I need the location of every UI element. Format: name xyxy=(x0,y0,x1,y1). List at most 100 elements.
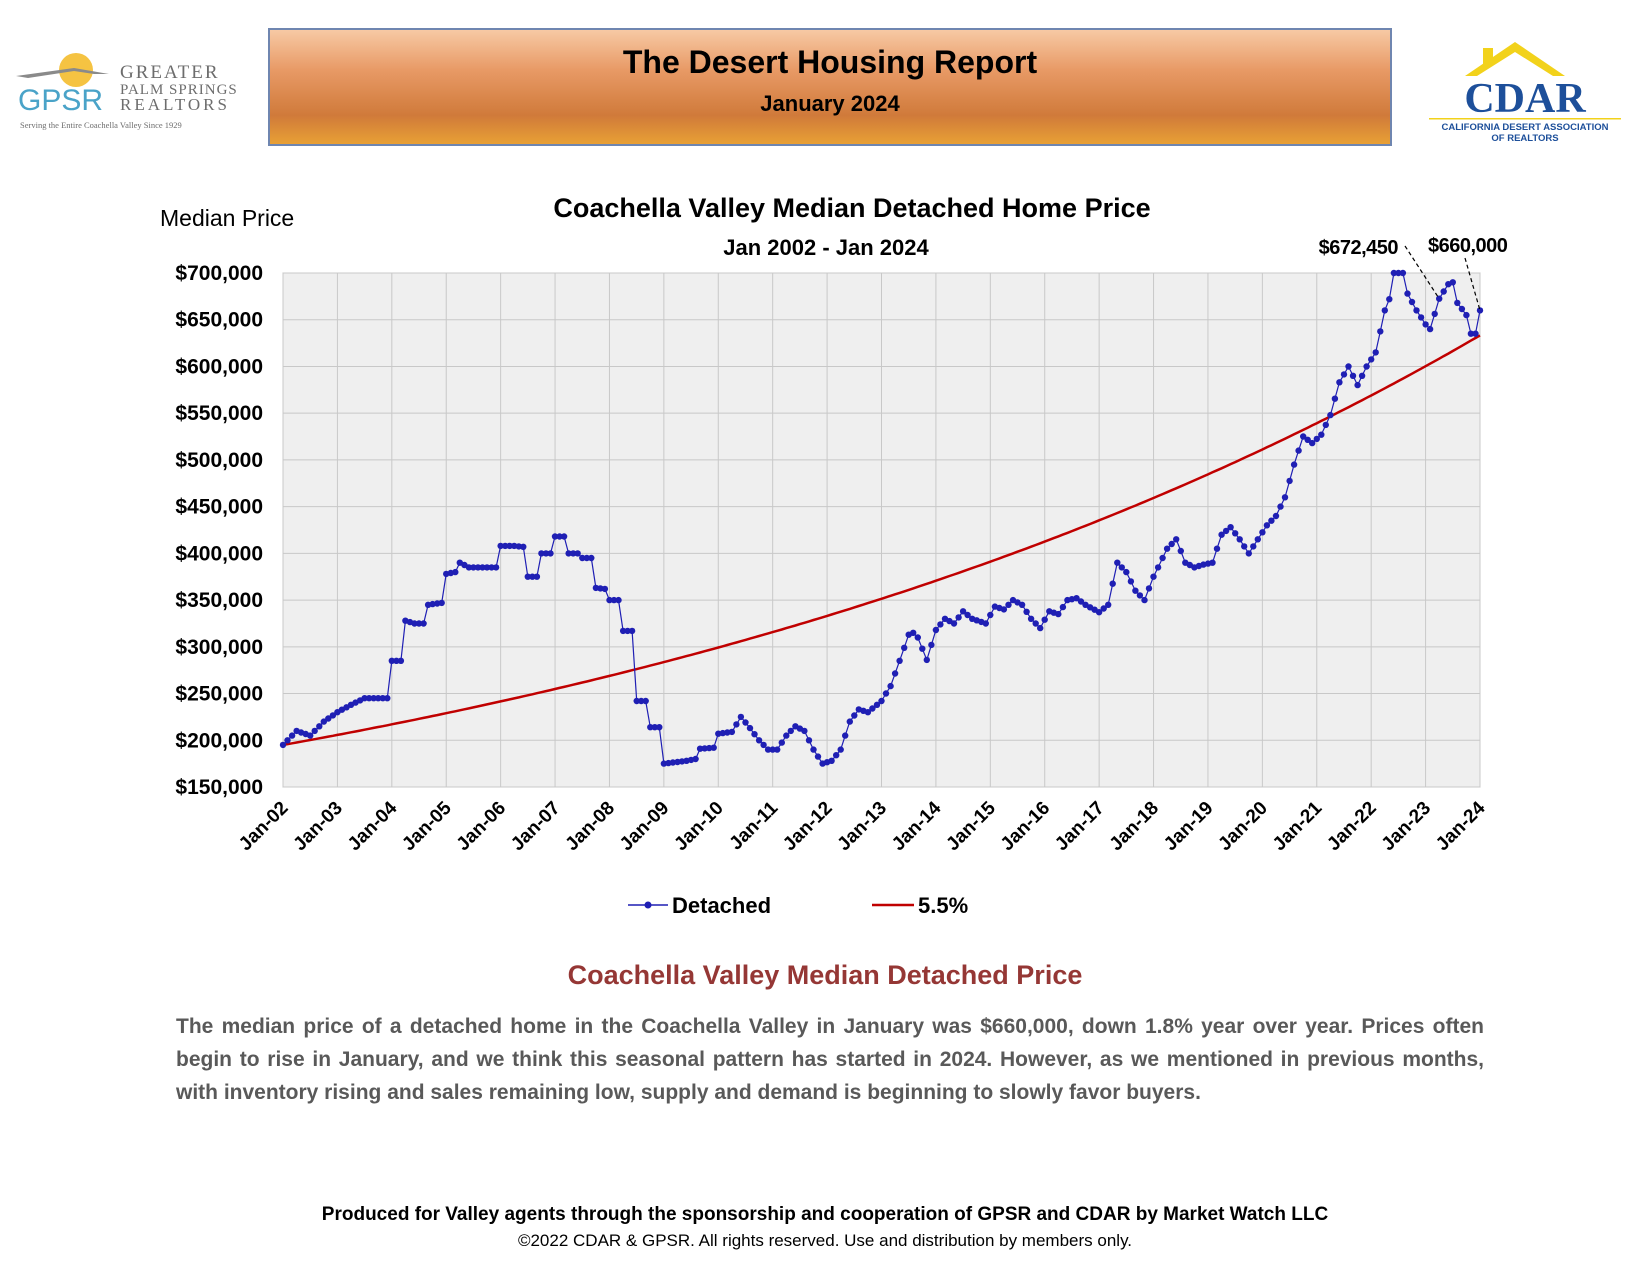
detached-point xyxy=(696,745,704,752)
report-date: January 2024 xyxy=(760,91,900,116)
detached-point xyxy=(633,697,640,705)
detached-point xyxy=(656,724,663,731)
detached-point xyxy=(1458,305,1466,313)
y-tick-labels: $700,000 $650,000 $600,000 $550,000 $500,000… xyxy=(175,262,263,799)
detached-point xyxy=(769,746,776,753)
detached-point xyxy=(1132,587,1139,594)
detached-point xyxy=(361,695,368,702)
detached-point xyxy=(606,596,613,604)
x-tick-label: Jan-04 xyxy=(344,797,402,855)
annotation-label: $672,450 xyxy=(1319,237,1399,259)
gpsr-logo: GPSR GREATER PALM SPRINGS REALTORS Servi… xyxy=(16,53,237,130)
commentary-paragraph: The median price of a detached home in t… xyxy=(176,1015,1484,1104)
detached-point xyxy=(411,620,418,627)
detached-point xyxy=(1363,363,1370,370)
detached-point xyxy=(1372,349,1379,356)
detached-point xyxy=(470,564,477,571)
detached-point xyxy=(1436,295,1443,302)
x-tick-label: Jan-21 xyxy=(1269,797,1327,855)
detached-point xyxy=(1213,545,1221,552)
detached-point xyxy=(397,657,405,664)
cdar-chimney-icon xyxy=(1483,48,1493,64)
detached-point xyxy=(384,695,391,702)
detached-point xyxy=(642,697,649,705)
detached-point xyxy=(307,732,314,739)
legend-detached-label: Detached xyxy=(672,893,771,918)
detached-point xyxy=(923,656,930,664)
detached-point xyxy=(452,568,459,576)
detached-point xyxy=(1118,564,1126,571)
y-tick-label: $200,000 xyxy=(175,729,263,752)
detached-point xyxy=(624,627,631,635)
legend-detached-marker xyxy=(644,901,652,909)
detached-point xyxy=(497,542,504,550)
annotations: $672,450 $660,000 xyxy=(1319,235,1508,311)
x-tick-label: Jan-08 xyxy=(562,798,619,855)
detached-point xyxy=(1281,494,1289,501)
detached-point xyxy=(1109,580,1116,587)
detached-point xyxy=(651,724,658,731)
detached-point xyxy=(1386,296,1393,303)
detached-point xyxy=(583,554,590,562)
detached-point xyxy=(479,564,486,571)
detached-point xyxy=(1463,311,1470,319)
detached-point xyxy=(1154,564,1162,571)
detached-point xyxy=(1345,363,1352,370)
detached-point xyxy=(959,608,967,615)
detached-point xyxy=(1232,530,1239,537)
detached-point xyxy=(610,596,618,604)
detached-point xyxy=(502,542,509,550)
y-tick-label: $350,000 xyxy=(175,589,263,612)
y-tick-label: $700,000 xyxy=(175,262,263,285)
y-tick-label: $250,000 xyxy=(175,683,263,706)
detached-point xyxy=(1145,585,1153,592)
detached-point xyxy=(547,550,554,557)
gpsr-abbr: GPSR xyxy=(18,84,103,117)
detached-point xyxy=(1168,540,1175,548)
x-tick-label: Jan-23 xyxy=(1378,798,1435,855)
detached-point xyxy=(1123,568,1130,576)
detached-point xyxy=(393,657,400,664)
x-tick-label: Jan-20 xyxy=(1214,798,1271,855)
detached-point xyxy=(1263,522,1271,529)
detached-point xyxy=(919,645,926,652)
detached-point xyxy=(1449,279,1457,286)
detached-point xyxy=(814,753,822,760)
detached-point xyxy=(751,731,758,738)
detached-point xyxy=(492,564,500,571)
annotation-leader xyxy=(1464,257,1481,311)
detached-point xyxy=(733,721,740,728)
trend-line xyxy=(282,334,1481,747)
detached-point xyxy=(1000,606,1008,613)
detached-point xyxy=(833,752,840,759)
detached-point xyxy=(388,657,395,664)
detached-point xyxy=(742,719,749,726)
detached-point xyxy=(529,573,536,580)
detached-point xyxy=(787,727,794,735)
detached-point xyxy=(801,727,808,735)
detached-point xyxy=(692,755,699,763)
detached-point xyxy=(565,550,572,557)
detached-point xyxy=(1422,321,1429,328)
detached-point xyxy=(474,564,482,571)
detached-point xyxy=(842,732,849,739)
section-heading: Coachella Valley Median Detached Price xyxy=(567,960,1083,990)
detached-point xyxy=(728,728,736,736)
detached-point xyxy=(329,712,337,719)
detached-point xyxy=(982,620,989,627)
gpsr-tagline: Serving the Entire Coachella Valley Sinc… xyxy=(20,120,182,130)
detached-point xyxy=(1236,536,1243,543)
cdar-house-roof-icon xyxy=(1465,42,1565,76)
detached-point xyxy=(746,724,754,732)
detached-point xyxy=(420,620,427,627)
x-tick-label: Jan-03 xyxy=(290,798,347,855)
x-tick-label: Jan-07 xyxy=(507,798,564,855)
detached-point xyxy=(783,732,790,739)
detached-point xyxy=(1340,371,1348,378)
detached-point xyxy=(279,741,287,749)
detached-point xyxy=(1358,372,1366,379)
detached-point xyxy=(579,554,586,562)
detached-point xyxy=(1322,421,1330,429)
detached-point xyxy=(1454,299,1461,307)
x-tick-label: Jan-06 xyxy=(453,798,510,855)
